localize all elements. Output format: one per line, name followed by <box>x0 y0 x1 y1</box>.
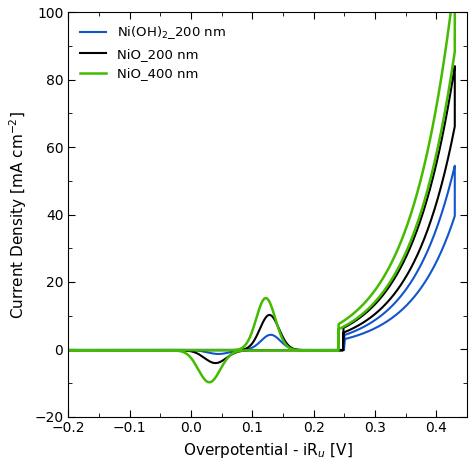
Line: NiO_400 nm: NiO_400 nm <box>68 0 455 382</box>
Ni(OH)$_2$_200 nm <box>443 239 448 244</box>
X-axis label: Overpotential - iR$_u$ [V]: Overpotential - iR$_u$ [V] <box>182 441 353 460</box>
Ni(OH)$_2$_200 nm <box>114 347 120 353</box>
Y-axis label: Current Density [mA cm$^{-2}$]: Current Density [mA cm$^{-2}$] <box>7 111 28 318</box>
NiO_400 nm <box>80 347 85 353</box>
Line: Ni(OH)$_2$_200 nm: Ni(OH)$_2$_200 nm <box>68 166 455 354</box>
Ni(OH)$_2$_200 nm <box>216 351 221 357</box>
NiO_200 nm <box>204 347 210 353</box>
NiO_400 nm <box>305 347 311 353</box>
NiO_400 nm <box>415 187 421 193</box>
NiO_200 nm <box>65 347 71 353</box>
Ni(OH)$_2$_200 nm <box>305 347 311 353</box>
NiO_400 nm <box>114 347 120 353</box>
NiO_400 nm <box>207 380 212 385</box>
NiO_200 nm <box>452 64 457 69</box>
Ni(OH)$_2$_200 nm <box>204 347 210 353</box>
Ni(OH)$_2$_200 nm <box>65 347 71 353</box>
NiO_200 nm <box>65 347 71 353</box>
Ni(OH)$_2$_200 nm <box>415 268 421 273</box>
NiO_200 nm <box>114 347 120 353</box>
NiO_400 nm <box>443 106 448 111</box>
Ni(OH)$_2$_200 nm <box>80 347 85 353</box>
NiO_200 nm <box>443 166 448 171</box>
NiO_200 nm <box>415 225 421 230</box>
NiO_400 nm <box>204 347 210 353</box>
Legend: Ni(OH)$_2$_200 nm, NiO_200 nm, NiO_400 nm: Ni(OH)$_2$_200 nm, NiO_200 nm, NiO_400 n… <box>75 19 231 86</box>
NiO_200 nm <box>80 347 85 353</box>
Line: NiO_200 nm: NiO_200 nm <box>68 66 455 363</box>
NiO_200 nm <box>212 360 218 366</box>
Ni(OH)$_2$_200 nm <box>452 163 457 169</box>
Ni(OH)$_2$_200 nm <box>65 347 71 353</box>
NiO_200 nm <box>305 347 311 353</box>
NiO_400 nm <box>65 347 71 353</box>
NiO_400 nm <box>65 347 71 353</box>
